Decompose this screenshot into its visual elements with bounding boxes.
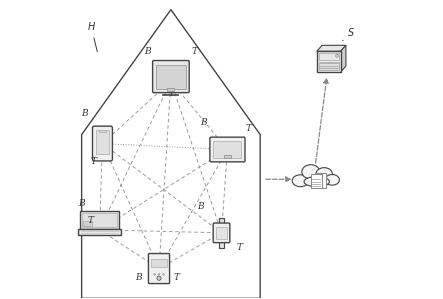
Text: B: B bbox=[144, 47, 151, 56]
Bar bbox=[214, 141, 241, 158]
Bar bbox=[152, 259, 167, 267]
Bar bbox=[216, 227, 227, 239]
Bar bbox=[83, 221, 92, 226]
Text: T: T bbox=[192, 47, 198, 56]
Ellipse shape bbox=[325, 175, 339, 185]
Ellipse shape bbox=[302, 165, 320, 179]
Polygon shape bbox=[341, 45, 346, 72]
Bar bbox=[319, 53, 339, 60]
Text: B: B bbox=[81, 109, 88, 118]
FancyBboxPatch shape bbox=[93, 126, 113, 161]
Circle shape bbox=[335, 54, 338, 57]
Bar bbox=[82, 213, 117, 227]
Circle shape bbox=[154, 274, 155, 275]
Bar bbox=[156, 65, 186, 89]
Bar bbox=[99, 130, 106, 132]
Bar bbox=[218, 218, 225, 224]
Polygon shape bbox=[317, 45, 346, 51]
Text: T: T bbox=[245, 124, 251, 133]
Text: T: T bbox=[90, 157, 97, 166]
Text: T: T bbox=[237, 243, 242, 252]
Ellipse shape bbox=[292, 175, 309, 187]
Text: B: B bbox=[135, 273, 141, 282]
Text: T: T bbox=[174, 273, 180, 282]
Ellipse shape bbox=[304, 177, 330, 187]
FancyBboxPatch shape bbox=[210, 137, 245, 162]
FancyBboxPatch shape bbox=[152, 60, 189, 93]
Bar bbox=[317, 51, 341, 72]
Circle shape bbox=[157, 276, 161, 280]
Text: T: T bbox=[88, 216, 93, 225]
Circle shape bbox=[163, 274, 164, 275]
Bar bbox=[80, 211, 119, 229]
Text: B: B bbox=[78, 199, 85, 208]
Bar bbox=[315, 173, 326, 187]
Bar bbox=[319, 62, 339, 70]
Circle shape bbox=[158, 274, 160, 275]
Ellipse shape bbox=[316, 168, 332, 180]
Bar bbox=[78, 229, 121, 235]
Text: B: B bbox=[197, 202, 204, 210]
FancyBboxPatch shape bbox=[148, 254, 170, 283]
Bar bbox=[218, 242, 225, 248]
Text: S: S bbox=[343, 28, 354, 41]
Bar bbox=[167, 89, 175, 91]
Bar bbox=[224, 155, 231, 158]
Text: B: B bbox=[200, 118, 207, 127]
Text: H: H bbox=[88, 22, 97, 51]
FancyBboxPatch shape bbox=[213, 223, 230, 243]
Bar bbox=[311, 174, 322, 188]
Bar bbox=[96, 130, 109, 154]
